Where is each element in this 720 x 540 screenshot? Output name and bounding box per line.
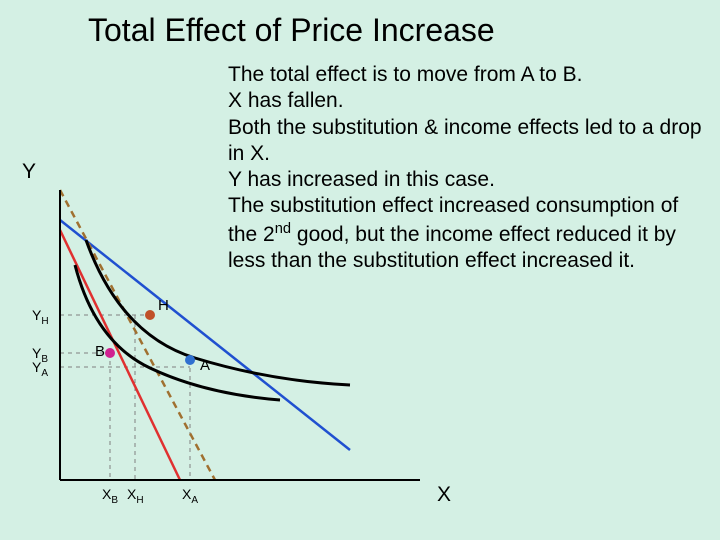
budget-brown — [60, 190, 215, 480]
y-axis-label: Y — [22, 160, 36, 184]
page-title: Total Effect of Price Increase — [88, 12, 495, 49]
budget-blue — [60, 220, 350, 450]
ytick-YA: YA — [32, 359, 48, 379]
point-label-A: A — [200, 357, 210, 374]
xtick-XB: XB — [102, 486, 118, 506]
xtick-XA: XA — [182, 486, 198, 506]
x-axis-label: X — [437, 483, 451, 507]
ytick-YH: YH — [32, 307, 49, 327]
point-label-H: H — [158, 297, 169, 314]
economics-chart: Y X YHYBYAXBXHXA AHB — [20, 170, 500, 510]
indiff-upper — [86, 240, 350, 385]
point-label-B: B — [95, 343, 105, 360]
xtick-XH: XH — [127, 486, 144, 506]
chart-svg — [20, 170, 500, 510]
